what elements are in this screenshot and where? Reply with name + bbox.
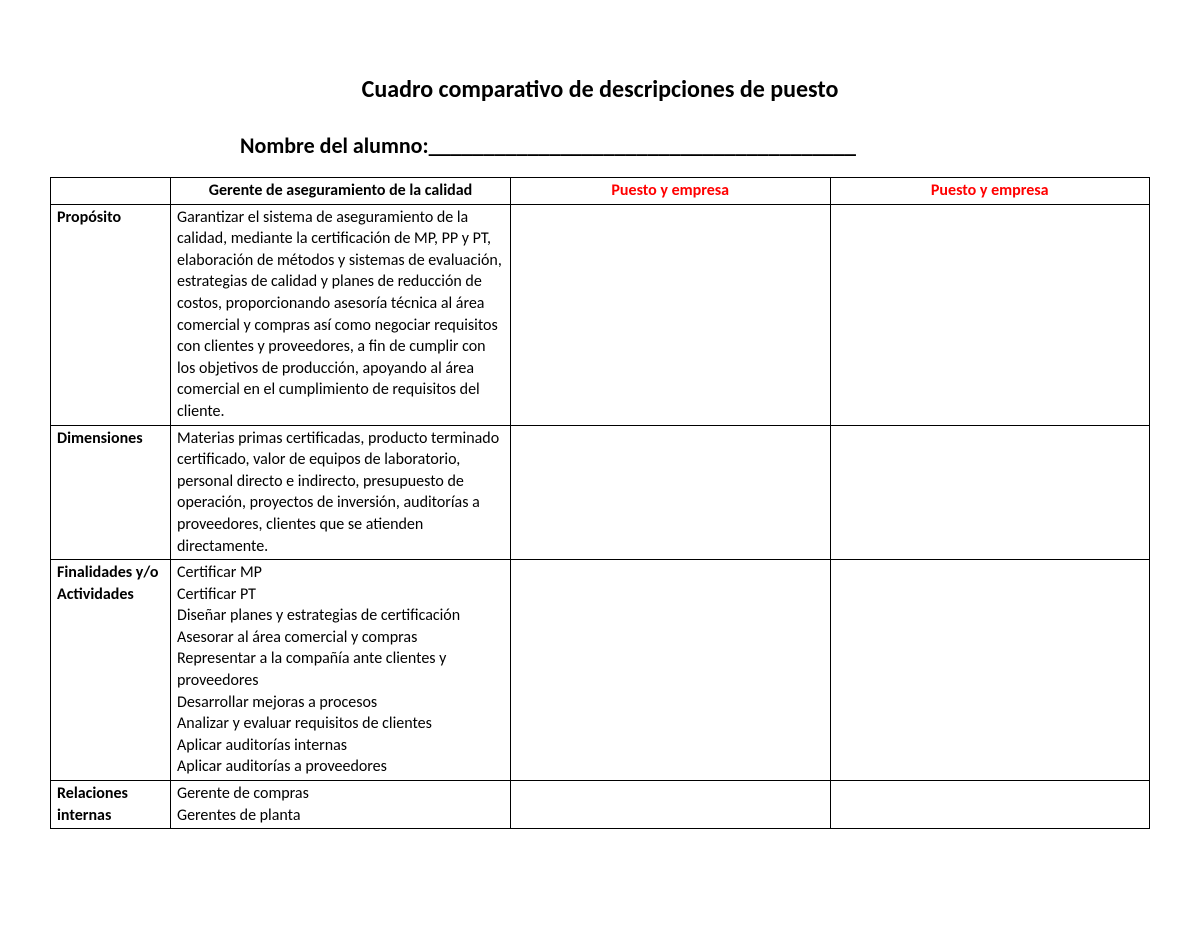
row-label-finalidades: Finalidades y/o Actividades [51, 560, 171, 781]
cell-relaciones-col2 [511, 781, 831, 829]
relation-line: Gerentes de planta [177, 805, 504, 827]
activity-line: Desarrollar mejoras a procesos [177, 692, 504, 714]
row-label-relaciones: Relaciones internas [51, 781, 171, 829]
table-row: Relaciones internas Gerente de compras G… [51, 781, 1150, 829]
activity-line: Certificar PT [177, 584, 504, 606]
cell-dimensiones-col1: Materias primas certificadas, producto t… [171, 425, 511, 560]
activity-line: Asesorar al área comercial y compras [177, 627, 504, 649]
cell-finalidades-col3 [830, 560, 1150, 781]
cell-finalidades-col2 [511, 560, 831, 781]
row-label-proposito: Propósito [51, 204, 171, 425]
cell-dimensiones-col2 [511, 425, 831, 560]
student-name-label: Nombre del alumno: [240, 132, 429, 159]
student-name-line: Nombre del alumno:______________________… [240, 132, 1150, 159]
activity-line: Representar a la compañía ante clientes … [177, 648, 504, 691]
relation-line: Gerente de compras [177, 783, 504, 805]
activity-line: Aplicar auditorías a proveedores [177, 756, 504, 778]
row-label-dimensiones: Dimensiones [51, 425, 171, 560]
cell-finalidades-col1: Certificar MP Certificar PT Diseñar plan… [171, 560, 511, 781]
header-col3: Puesto y empresa [830, 178, 1150, 205]
header-blank [51, 178, 171, 205]
activity-line: Certificar MP [177, 562, 504, 584]
activity-line: Analizar y evaluar requisitos de cliente… [177, 713, 504, 735]
header-col1: Gerente de aseguramiento de la calidad [171, 178, 511, 205]
header-col2: Puesto y empresa [511, 178, 831, 205]
table-row: Dimensiones Materias primas certificadas… [51, 425, 1150, 560]
cell-relaciones-col1: Gerente de compras Gerentes de planta [171, 781, 511, 829]
student-name-blank: _______________________________________ [429, 132, 856, 159]
cell-dimensiones-col3 [830, 425, 1150, 560]
activity-line: Diseñar planes y estrategias de certific… [177, 605, 504, 627]
cell-relaciones-col3 [830, 781, 1150, 829]
table-row: Propósito Garantizar el sistema de asegu… [51, 204, 1150, 425]
activity-line: Aplicar auditorías internas [177, 735, 504, 757]
cell-proposito-col1: Garantizar el sistema de aseguramiento d… [171, 204, 511, 425]
page-title: Cuadro comparativo de descripciones de p… [50, 75, 1150, 104]
cell-proposito-col3 [830, 204, 1150, 425]
comparison-table: Gerente de aseguramiento de la calidad P… [50, 177, 1150, 829]
cell-proposito-col2 [511, 204, 831, 425]
table-header-row: Gerente de aseguramiento de la calidad P… [51, 178, 1150, 205]
table-row: Finalidades y/o Actividades Certificar M… [51, 560, 1150, 781]
